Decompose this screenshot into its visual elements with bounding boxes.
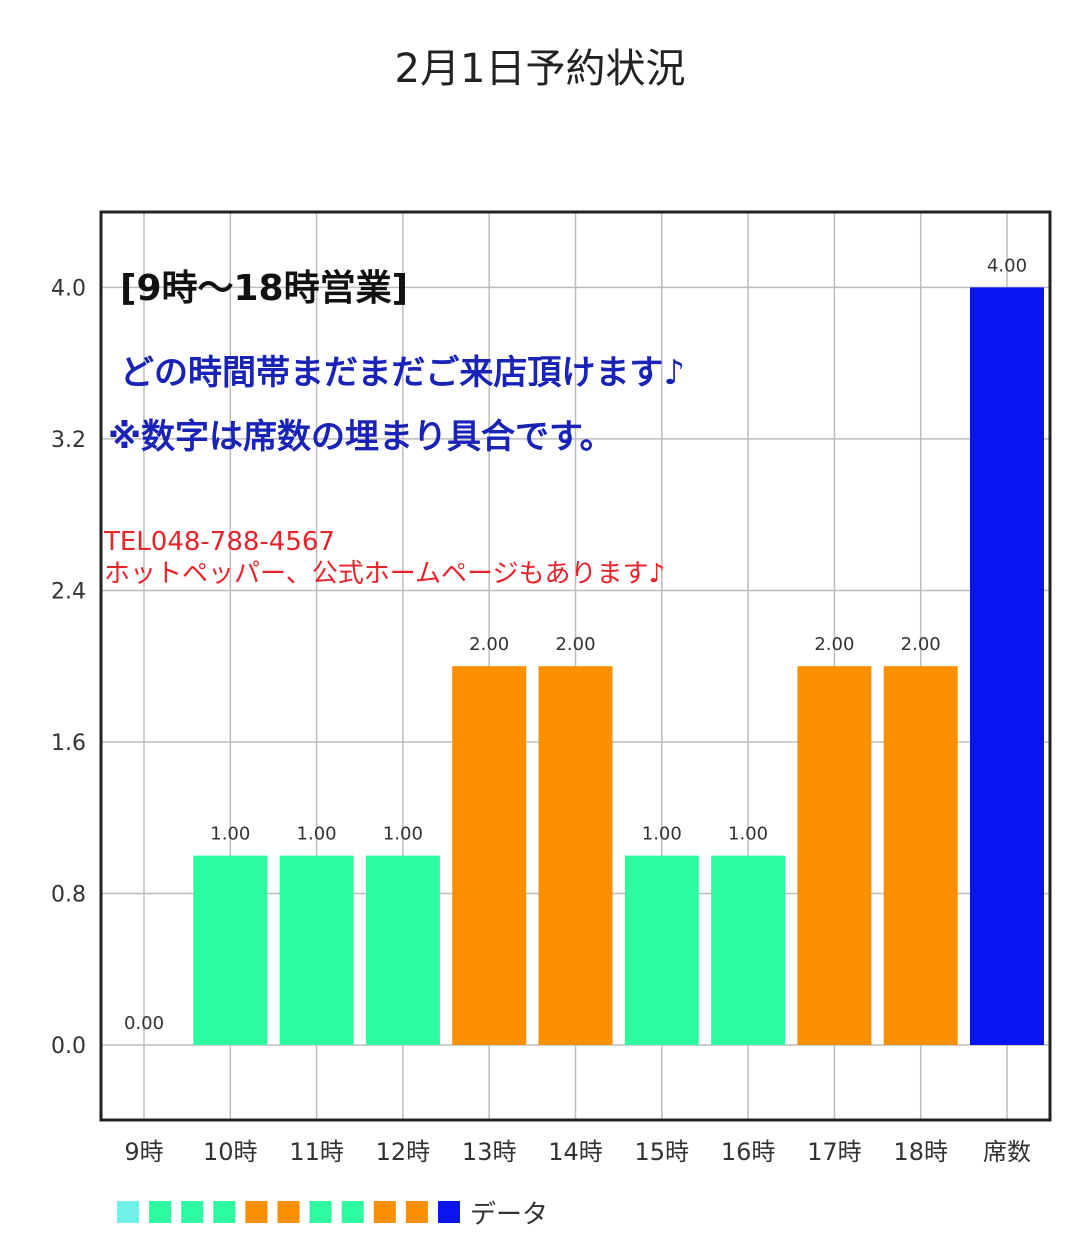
bar-5: [452, 666, 527, 1045]
legend-swatch: [405, 1201, 428, 1223]
legend-swatch: [149, 1201, 172, 1223]
x-tick-label: 16時: [721, 1138, 776, 1166]
x-tick-label: 15時: [635, 1138, 690, 1166]
legend-swatch: [309, 1201, 332, 1223]
data-label: 2.00: [555, 634, 595, 655]
x-tick-label: 13時: [462, 1138, 517, 1166]
chart-title: 2月1日予約状況: [394, 46, 686, 92]
bar-11: [970, 287, 1044, 1045]
legend-swatch: [213, 1201, 236, 1223]
x-axis-ticks: 9時 10時 11時 12時 13時 14時 15時 16時 17時 18時 席数: [124, 1138, 1031, 1166]
bar-4: [365, 855, 440, 1045]
x-tick-label: 9時: [124, 1138, 163, 1166]
data-label: 4.00: [987, 255, 1027, 276]
data-label: 1.00: [728, 824, 768, 845]
bar-3: [279, 855, 354, 1045]
data-label: 1.00: [642, 824, 682, 845]
data-label: 1.00: [210, 824, 250, 845]
y-tick-label: 2.4: [51, 579, 86, 604]
bar-10: [883, 666, 958, 1045]
legend-swatch: [117, 1201, 139, 1223]
x-tick-label: 10時: [203, 1138, 258, 1166]
y-tick-label: 0.8: [51, 882, 86, 907]
bars: [193, 287, 1044, 1045]
legend-swatch: [341, 1201, 364, 1223]
x-tick-label: 14時: [548, 1138, 603, 1166]
legend-swatch: [245, 1201, 268, 1223]
legend-label: データ: [470, 1200, 548, 1230]
telephone-note: TEL048-788-4567: [103, 527, 335, 557]
bar-8: [711, 855, 786, 1045]
data-labels: 0.00 1.00 1.00 1.00 2.00 2.00 1.00 1.00 2.00 2.00…: [124, 255, 1027, 1034]
data-label: 0.00: [124, 1013, 164, 1034]
y-tick-label: 0.0: [51, 1034, 86, 1059]
website-note: ホットペッパー、公式ホームページもあります♪: [104, 559, 665, 589]
data-label: 2.00: [814, 634, 854, 655]
x-tick-label: 12時: [376, 1138, 431, 1166]
y-tick-label: 3.2: [51, 428, 86, 453]
welcome-note: どの時間帯まだまだご来店頂けます♪: [120, 353, 685, 393]
data-label: 2.00: [901, 634, 941, 655]
bar-2: [193, 855, 268, 1045]
seat-usage-note: ※数字は席数の埋まり具合です。: [108, 417, 614, 457]
legend-swatch: [181, 1201, 204, 1223]
x-tick-label: 18時: [893, 1138, 948, 1166]
x-tick-label: 17時: [807, 1138, 862, 1166]
legend-swatch: [373, 1201, 396, 1223]
y-tick-label: 1.6: [51, 731, 86, 756]
bar-9: [797, 666, 872, 1045]
legend: [117, 1201, 460, 1223]
bar-7: [624, 855, 699, 1045]
plot-frame: [99, 210, 1052, 1122]
legend-swatch: [277, 1201, 300, 1223]
data-label: 1.00: [297, 824, 337, 845]
business-hours-note: [9時〜18時営業]: [120, 268, 408, 309]
data-label: 2.00: [469, 634, 509, 655]
y-tick-label: 4.0: [51, 276, 86, 301]
data-label: 1.00: [383, 824, 423, 845]
bar-6: [538, 666, 613, 1045]
x-tick-label: 11時: [289, 1138, 344, 1166]
x-tick-label: 席数: [983, 1138, 1031, 1166]
y-axis-ticks: 4.0 3.2 2.4 1.6 0.8 0.0: [51, 276, 86, 1059]
legend-swatch: [438, 1201, 460, 1223]
